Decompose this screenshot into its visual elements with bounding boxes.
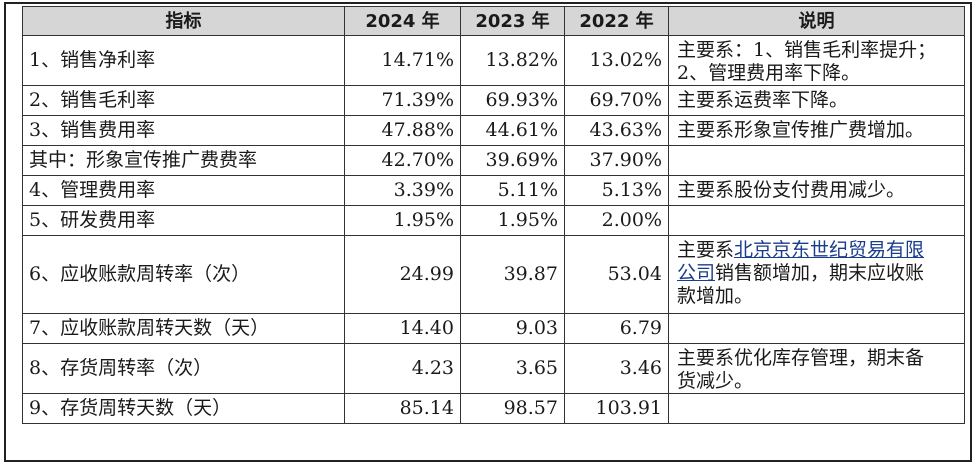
note-line: 主要系优化库存管理，期末备 xyxy=(677,347,925,369)
indicator-cell: 1、销售净利率 xyxy=(22,35,345,86)
value-2022: 3.46 xyxy=(564,343,669,394)
note-cell xyxy=(668,393,965,424)
note-cell: 主要系北京京东世纪贸易有限 公司销售额增加，期末应收账 款增加。 xyxy=(668,235,965,314)
company-link[interactable]: 北京京东世纪贸易有限 xyxy=(734,239,925,261)
note-cell xyxy=(668,145,965,176)
value-2023: 39.69% xyxy=(460,145,565,176)
value-2024: 1.95% xyxy=(344,205,461,236)
note-line: 主要系北京京东世纪贸易有限 xyxy=(677,239,958,262)
indicator-cell: 7、应收账款周转天数（天） xyxy=(22,313,345,344)
value-2024: 4.23 xyxy=(344,343,461,394)
value-2023: 1.95% xyxy=(460,205,565,236)
header-note: 说明 xyxy=(668,6,965,36)
value-2024: 42.70% xyxy=(344,145,461,176)
financial-indicators-table: 指标 2024 年 2023 年 2022 年 说明 1、销售净利率 14.71… xyxy=(22,6,965,424)
table-row: 8、存货周转率（次） 4.23 3.65 3.46 主要系优化库存管理，期末备 … xyxy=(22,343,965,394)
note-line: 公司销售额增加，期末应收账 xyxy=(677,262,958,285)
indicator-cell: 9、存货周转天数（天） xyxy=(22,393,345,424)
indicator-cell: 6、应收账款周转率（次） xyxy=(22,235,345,314)
value-2024: 3.39% xyxy=(344,175,461,206)
value-2023: 9.03 xyxy=(460,313,565,344)
table-row: 2、销售毛利率 71.39% 69.93% 69.70% 主要系运费率下降。 xyxy=(22,85,965,116)
note-line: 款增加。 xyxy=(677,285,754,307)
value-2022: 103.91 xyxy=(564,393,669,424)
value-2023: 98.57 xyxy=(460,393,565,424)
value-2022: 43.63% xyxy=(564,115,669,146)
indicator-cell: 5、研发费用率 xyxy=(22,205,345,236)
value-2023: 13.82% xyxy=(460,35,565,86)
indicator-cell: 4、管理费用率 xyxy=(22,175,345,206)
note-prefix: 主要系 xyxy=(677,239,735,261)
indicator-cell: 其中：形象宣传推广费费率 xyxy=(22,145,345,176)
header-indicator: 指标 xyxy=(22,6,345,36)
value-2022: 5.13% xyxy=(564,175,669,206)
value-2023: 39.87 xyxy=(460,235,565,314)
header-2024: 2024 年 xyxy=(344,6,461,36)
value-2022: 69.70% xyxy=(564,85,669,116)
note-line: 主要系股份支付费用减少。 xyxy=(677,179,906,201)
value-2022: 6.79 xyxy=(564,313,669,344)
note-cell: 主要系形象宣传推广费增加。 xyxy=(668,115,965,146)
value-2022: 53.04 xyxy=(564,235,669,314)
value-2023: 5.11% xyxy=(460,175,565,206)
indicator-cell: 3、销售费用率 xyxy=(22,115,345,146)
value-2024: 24.99 xyxy=(344,235,461,314)
note-cell xyxy=(668,205,965,236)
value-2022: 2.00% xyxy=(564,205,669,236)
table-row: 5、研发费用率 1.95% 1.95% 2.00% xyxy=(22,205,965,236)
note-cell: 主要系：1、销售毛利率提升； 2、管理费用率下降。 xyxy=(668,35,965,86)
value-2024: 85.14 xyxy=(344,393,461,424)
note-cell xyxy=(668,313,965,344)
note-line: 主要系运费率下降。 xyxy=(677,89,849,111)
table-row: 6、应收账款周转率（次） 24.99 39.87 53.04 主要系北京京东世纪… xyxy=(22,235,965,314)
company-link-continued[interactable]: 公司 xyxy=(677,262,716,284)
note-line: 2、管理费用率下降。 xyxy=(677,62,861,84)
note-cell: 主要系优化库存管理，期末备 货减少。 xyxy=(668,343,965,394)
indicator-cell: 2、销售毛利率 xyxy=(22,85,345,116)
note-cell: 主要系运费率下降。 xyxy=(668,85,965,116)
note-text: 销售额增加，期末应收账 xyxy=(715,262,925,284)
note-line: 主要系形象宣传推广费增加。 xyxy=(677,119,925,141)
header-2022: 2022 年 xyxy=(564,6,669,36)
value-2024: 47.88% xyxy=(344,115,461,146)
value-2023: 3.65 xyxy=(460,343,565,394)
table-row: 3、销售费用率 47.88% 44.61% 43.63% 主要系形象宣传推广费增… xyxy=(22,115,965,146)
value-2023: 69.93% xyxy=(460,85,565,116)
value-2024: 71.39% xyxy=(344,85,461,116)
value-2024: 14.71% xyxy=(344,35,461,86)
value-2024: 14.40 xyxy=(344,313,461,344)
table-row: 其中：形象宣传推广费费率 42.70% 39.69% 37.90% xyxy=(22,145,965,176)
note-line: 货减少。 xyxy=(677,370,754,392)
value-2023: 44.61% xyxy=(460,115,565,146)
value-2022: 37.90% xyxy=(564,145,669,176)
table-frame: 指标 2024 年 2023 年 2022 年 说明 1、销售净利率 14.71… xyxy=(4,2,972,462)
header-2023: 2023 年 xyxy=(460,6,565,36)
table-row: 4、管理费用率 3.39% 5.11% 5.13% 主要系股份支付费用减少。 xyxy=(22,175,965,206)
table-row: 9、存货周转天数（天） 85.14 98.57 103.91 xyxy=(22,393,965,424)
header-row: 指标 2024 年 2023 年 2022 年 说明 xyxy=(22,6,965,36)
table-row: 1、销售净利率 14.71% 13.82% 13.02% 主要系：1、销售毛利率… xyxy=(22,35,965,86)
note-line: 主要系：1、销售毛利率提升； xyxy=(677,39,937,61)
value-2022: 13.02% xyxy=(564,35,669,86)
indicator-cell: 8、存货周转率（次） xyxy=(22,343,345,394)
note-cell: 主要系股份支付费用减少。 xyxy=(668,175,965,206)
table-row: 7、应收账款周转天数（天） 14.40 9.03 6.79 xyxy=(22,313,965,344)
